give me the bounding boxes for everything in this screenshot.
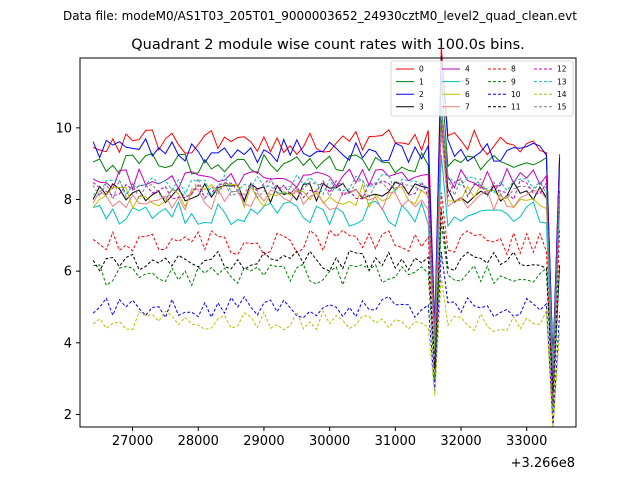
- y-tick-label: 10: [55, 121, 72, 136]
- series-line-15: [92, 105, 561, 372]
- legend-label: 9: [511, 77, 516, 86]
- x-tick-label: 28000: [178, 434, 219, 449]
- series-line-11: [92, 208, 561, 391]
- legend-label: 12: [557, 65, 567, 74]
- y-tick-label: 6: [64, 265, 72, 280]
- legend-label: 13: [557, 77, 567, 86]
- legend-label: 4: [465, 65, 470, 74]
- figure-suptitle: Data file: modeM0/AS1T03_205T01_90000036…: [63, 9, 577, 23]
- legend-box: [390, 60, 574, 117]
- series-line-5: [92, 154, 561, 384]
- x-axis-offset-label: +3.266e8: [511, 456, 575, 471]
- legend-label: 0: [419, 65, 424, 74]
- x-tick-label: 33000: [506, 434, 547, 449]
- series-line-14: [92, 276, 561, 428]
- legend-label: 11: [511, 103, 521, 112]
- x-tick-label: 31000: [375, 434, 416, 449]
- y-tick-label: 4: [64, 336, 72, 351]
- legend-label: 14: [557, 90, 567, 99]
- x-tick-label: 29000: [243, 434, 284, 449]
- y-tick-label: 2: [64, 408, 72, 423]
- series-line-12: [92, 118, 561, 383]
- x-tick-label: 32000: [440, 434, 481, 449]
- series-line-10: [92, 251, 561, 427]
- chart-title: Quadrant 2 module wise count rates with …: [131, 37, 525, 53]
- legend-label: 3: [419, 103, 424, 112]
- x-tick-label: 27000: [112, 434, 153, 449]
- legend-label: 1: [419, 77, 424, 86]
- y-tick-label: 8: [64, 193, 72, 208]
- legend-label: 7: [465, 103, 470, 112]
- series-line-4: [92, 104, 561, 373]
- series-layer: [92, 46, 561, 428]
- legend-label: 6: [465, 90, 470, 99]
- series-line-7: [92, 130, 561, 370]
- x-axis: 27000 28000 29000 30000 31000 32000 33000: [112, 427, 547, 449]
- legend-label: 8: [511, 65, 516, 74]
- series-line-8: [92, 192, 561, 405]
- legend-label: 10: [511, 90, 521, 99]
- series-line-2: [92, 55, 561, 360]
- legend-label: 5: [465, 77, 470, 86]
- series-line-0: [92, 46, 561, 363]
- plot-frame: [79, 57, 577, 428]
- x-tick-label: 30000: [309, 434, 350, 449]
- series-line-13: [93, 103, 561, 366]
- y-axis: 2 4 6 8 10: [55, 121, 80, 423]
- series-line-9: [93, 222, 561, 413]
- series-line-1: [92, 76, 561, 365]
- legend-label: 15: [557, 103, 567, 112]
- legend-label: 2: [419, 90, 424, 99]
